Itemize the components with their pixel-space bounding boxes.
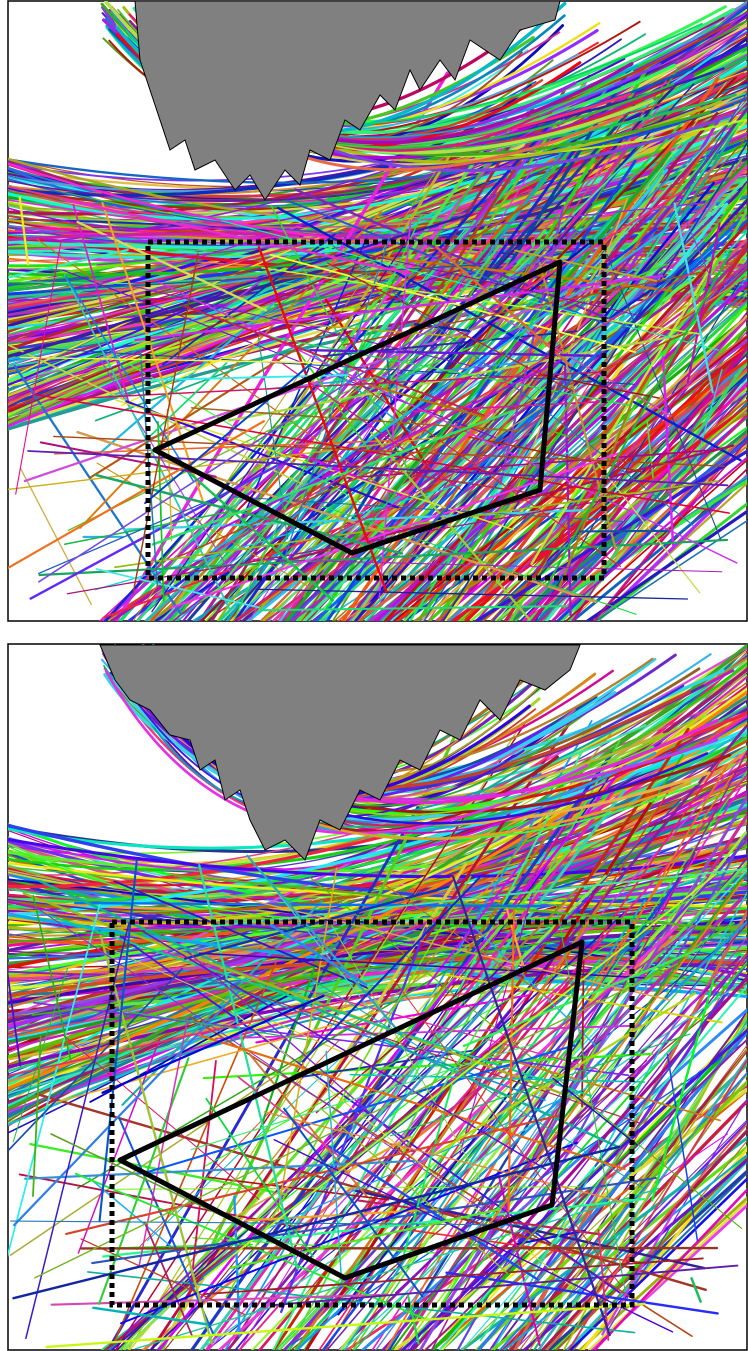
page: (() => { JSON.parse(document.getElementB… (0, 0, 748, 1351)
figure (0, 0, 748, 1351)
map-panel (0, 1, 748, 621)
track (580, 531, 668, 532)
map-panel (0, 644, 748, 1350)
